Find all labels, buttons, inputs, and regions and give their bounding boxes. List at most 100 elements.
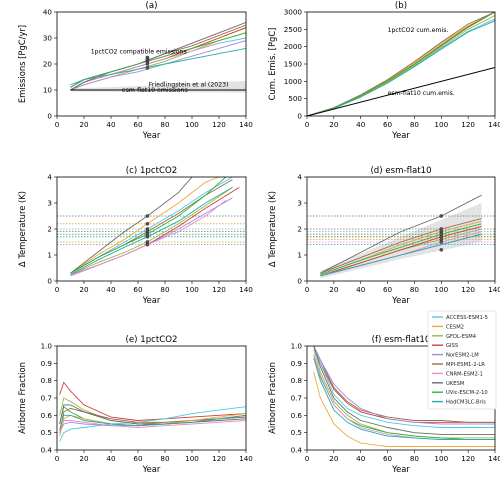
- x-axis-label: Year: [391, 130, 410, 140]
- x-tick-label: 0: [305, 120, 310, 129]
- legend-label: MPI-ESM1-2-LR: [446, 362, 485, 368]
- y-axis-label: Cum. Emis. [PgC]: [267, 28, 277, 101]
- x-tick-label: 120: [212, 454, 226, 463]
- y-tick-label: 3000: [284, 8, 303, 17]
- plot-area: [59, 381, 246, 442]
- data-marker: [145, 214, 150, 218]
- x-tick-label: 60: [133, 120, 143, 129]
- plot-area: [307, 194, 495, 279]
- annotation: 1pctCO2 cum.emis.: [388, 27, 449, 34]
- y-tick-label: 0.4: [41, 446, 53, 455]
- annotation: esm-flat10 emissions: [122, 87, 188, 94]
- axes-frame: [56, 345, 247, 451]
- panel-title: (e) 1pctCO2: [126, 335, 178, 345]
- legend-label: CNRM-ESM2-1: [446, 371, 483, 377]
- annotation: esm-flat10 cum.emis.: [388, 90, 455, 97]
- panel-a: 0 20 40 60 80 100 120 140 0 10 20 30 40 (a) Year Emissi…: [17, 1, 253, 140]
- y-tick-label: 500: [288, 94, 302, 103]
- legend-label: CESM2: [446, 324, 464, 330]
- y-tick-label: 0: [297, 112, 302, 121]
- x-tick-label: 140: [488, 454, 500, 463]
- y-tick-label: 0.6: [291, 411, 303, 420]
- y-tick-label: 20: [43, 60, 53, 69]
- legend-label: UKESM: [446, 381, 464, 387]
- legend-label: NorESM2-LM: [446, 353, 479, 359]
- x-tick-label: 40: [106, 120, 116, 129]
- x-tick-label: 20: [329, 120, 339, 129]
- plot-area: [57, 177, 246, 277]
- series-line-ukesm: [313, 346, 495, 435]
- x-tick-label: 140: [488, 120, 500, 129]
- plot-area: [307, 12, 495, 116]
- y-axis-label: Emissions [PgC/yr]: [17, 25, 27, 103]
- x-tick-label: 140: [488, 285, 500, 294]
- data-marker: [145, 55, 150, 60]
- series-line-mpi-esm1-2-lr: [59, 407, 246, 433]
- series-line-giss: [313, 346, 495, 423]
- series-line-giss: [59, 381, 246, 421]
- x-tick-label: 0: [55, 454, 60, 463]
- x-tick-label: 40: [106, 285, 116, 294]
- legend-label: GFDL-ESM4: [446, 334, 477, 340]
- series-line-noresm2-lm: [70, 40, 246, 91]
- series-line-ukesm: [70, 177, 193, 274]
- panel-c: 0 20 40 60 80 100 120 140 0 1 2 3 4 (c) 1pctCO2 Year Δ …: [17, 166, 253, 305]
- series-line-hadcm3lc-bris: [70, 47, 246, 86]
- spread-band: [320, 203, 482, 279]
- panel-title: (c) 1pctCO2: [126, 166, 177, 176]
- series-line-noresm2-lm: [313, 346, 495, 425]
- legend-label: UVic-ESCM-2-10: [446, 390, 488, 396]
- panel-title: (b): [395, 1, 407, 11]
- series-line-reference: [307, 67, 495, 116]
- series-line-hadcm3lc-bris: [307, 20, 495, 116]
- y-axis-label: Airborne Fraction: [17, 362, 27, 434]
- x-tick-label: 140: [239, 454, 253, 463]
- y-tick-label: 2: [297, 225, 302, 234]
- plot-area: [313, 346, 495, 447]
- series-line-uvic-escm-2-10: [320, 223, 482, 275]
- y-tick-label: 0: [47, 277, 52, 286]
- annotation: 1pctCO2 compatible emissions: [91, 49, 187, 56]
- x-tick-label: 120: [461, 285, 475, 294]
- x-tick-label: 40: [356, 120, 366, 129]
- series-line-uvic-escm-2-10: [307, 12, 495, 116]
- plot-area: [70, 21, 246, 93]
- x-tick-label: 60: [383, 120, 393, 129]
- y-tick-label: 0.5: [41, 428, 52, 437]
- x-tick-label: 100: [185, 285, 199, 294]
- data-marker: [145, 234, 150, 239]
- y-tick-label: 0.4: [291, 446, 303, 455]
- annotation: Friedlingstein et al (2023): [149, 81, 229, 88]
- x-tick-label: 60: [383, 454, 393, 463]
- x-tick-label: 20: [329, 454, 339, 463]
- series-line-hadcm3lc-bris: [320, 233, 482, 277]
- x-tick-label: 120: [461, 454, 475, 463]
- y-tick-label: 0.8: [41, 376, 53, 385]
- y-tick-label: 10: [43, 86, 53, 95]
- y-tick-label: 0.9: [41, 359, 53, 368]
- x-tick-label: 20: [79, 454, 89, 463]
- y-axis-label: Airborne Fraction: [267, 362, 277, 434]
- x-tick-label: 80: [160, 120, 170, 129]
- y-tick-label: 0.5: [291, 428, 302, 437]
- y-tick-label: 0: [297, 277, 302, 286]
- data-marker: [439, 214, 444, 218]
- x-tick-label: 40: [106, 454, 116, 463]
- data-marker: [145, 242, 150, 247]
- legend-label: GISS: [446, 343, 458, 349]
- x-axis-label: Year: [142, 130, 161, 140]
- x-tick-label: 0: [55, 285, 60, 294]
- y-tick-label: 1.0: [41, 342, 53, 351]
- series-line-access-esm1-5: [59, 406, 246, 442]
- y-tick-label: 1000: [284, 77, 303, 86]
- y-tick-label: 2: [47, 225, 52, 234]
- y-tick-label: 2500: [284, 25, 303, 34]
- x-tick-label: 80: [160, 285, 170, 294]
- x-tick-label: 80: [410, 285, 420, 294]
- series-line-cesm2: [313, 371, 495, 447]
- series-line-giss: [320, 225, 482, 277]
- series-line-cnrm-esm2-1: [59, 420, 246, 433]
- x-tick-label: 20: [329, 285, 339, 294]
- series-line-ukesm: [320, 194, 482, 274]
